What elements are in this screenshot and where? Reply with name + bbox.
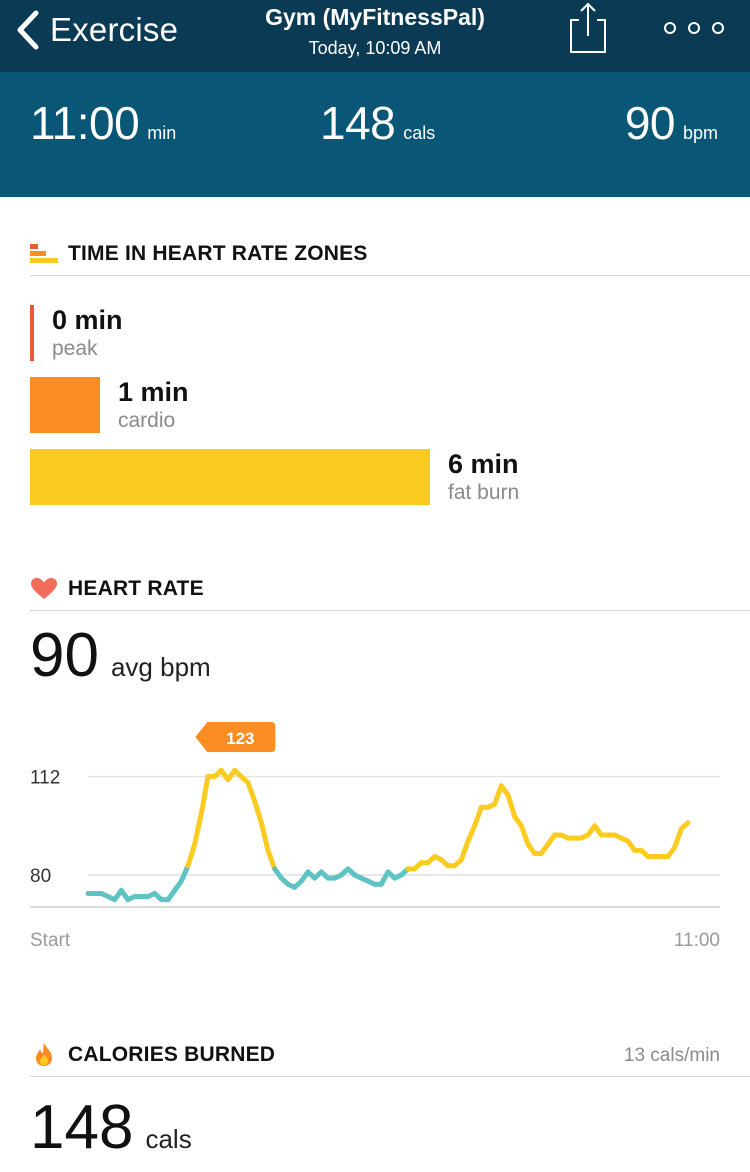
calories-heading: CALORIES BURNED	[68, 1043, 276, 1066]
zone-value-fat-burn: 6 min	[448, 449, 519, 479]
zone-value-cardio: 1 min	[118, 377, 189, 407]
calories-rate: 13 cals/min	[623, 1045, 720, 1066]
zone-name-peak: peak	[52, 337, 98, 360]
x-tick-label: Start	[30, 930, 71, 951]
chevron-left-icon	[17, 10, 39, 50]
bpm-value: 90	[624, 97, 676, 149]
heart-rate-line-segment	[178, 863, 191, 884]
calories-total: 148 cals	[30, 1092, 192, 1163]
back-button[interactable]: Exercise	[14, 8, 178, 52]
heart-rate-line-segment	[672, 826, 684, 850]
avg-bpm-unit: avg bpm	[110, 652, 211, 682]
heart-rate-line-segment	[252, 798, 264, 826]
heart-icon	[31, 578, 57, 599]
bpm-unit: bpm	[682, 123, 718, 143]
calories-burned-unit: cals	[145, 1124, 192, 1154]
duration-value: 11:00	[30, 97, 140, 149]
heart-rate-line-segment	[678, 820, 691, 832]
avg-heart-rate: 90 avg bpm	[30, 620, 211, 691]
bpm-stat: 90 bpm	[625, 96, 718, 150]
heart-rate-chart[interactable]: 80 112 Start 11:00 123	[0, 715, 750, 955]
more-dot-icon	[688, 22, 700, 34]
zone-name-cardio: cardio	[118, 409, 176, 432]
avg-bpm-value: 90	[30, 621, 99, 690]
nav-bar: Exercise Gym (MyFitnessPal) Today, 10:09…	[0, 0, 750, 72]
zone-bar-cardio	[30, 377, 100, 433]
y-tick-label: 80	[30, 866, 51, 887]
heart-rate-line-segment	[265, 847, 278, 872]
calories-unit: cals	[403, 123, 436, 143]
y-tick-label: 112	[30, 768, 60, 789]
zone-bar-peak	[30, 305, 34, 361]
zone-name-fat-burn: fat burn	[448, 481, 520, 504]
x-tick-label: 11:00	[674, 930, 720, 951]
heart-rate-line-segment	[472, 804, 484, 829]
heart-rate-line-segment	[185, 841, 198, 869]
heart-rate-line-segment	[518, 823, 531, 847]
more-options-button[interactable]	[664, 18, 724, 38]
heart-rate-zones-icon	[30, 244, 58, 263]
page-subtitle: Today, 10:09 AM	[308, 38, 442, 58]
heart-rate-line-segment	[192, 810, 204, 847]
flame-icon	[36, 1043, 52, 1066]
duration-stat: 11:00 min	[30, 96, 176, 150]
summary-stats: 11:00 min 148 cals 90 bpm	[0, 72, 750, 197]
peak-badge-label: 123	[226, 729, 254, 748]
heart-rate-line-segment	[492, 783, 504, 807]
more-dot-icon	[664, 22, 676, 34]
zones-heading: TIME IN HEART RATE ZONES	[68, 242, 368, 265]
zone-value-peak: 0 min	[52, 305, 123, 335]
share-icon	[570, 2, 606, 53]
calories-stat: 148 cals	[320, 96, 435, 150]
heart-rate-line-segment	[258, 820, 271, 853]
heart-rate-line-segment	[505, 792, 518, 820]
heart-rate-line-segment	[198, 774, 211, 816]
heart-rate-heading: HEART RATE	[68, 577, 204, 600]
heart-rate-line-segment	[465, 823, 478, 844]
zones-header: TIME IN HEART RATE ZONES	[30, 232, 750, 276]
calories-header: CALORIES BURNED 13 cals/min	[30, 1033, 750, 1077]
peak-badge	[195, 722, 276, 752]
share-button[interactable]	[566, 0, 610, 58]
more-dot-icon	[712, 22, 724, 34]
calories-burned-value: 148	[30, 1093, 134, 1162]
zone-bar-fat-burn	[30, 449, 430, 505]
duration-unit: min	[147, 123, 177, 143]
back-label: Exercise	[50, 11, 179, 48]
heart-rate-header: HEART RATE	[30, 567, 750, 611]
heart-rate-line-segment	[245, 780, 258, 804]
page-title: Gym (MyFitnessPal)	[265, 4, 485, 30]
heart-rate-line-segment	[458, 838, 471, 863]
calories-value: 148	[320, 97, 396, 149]
